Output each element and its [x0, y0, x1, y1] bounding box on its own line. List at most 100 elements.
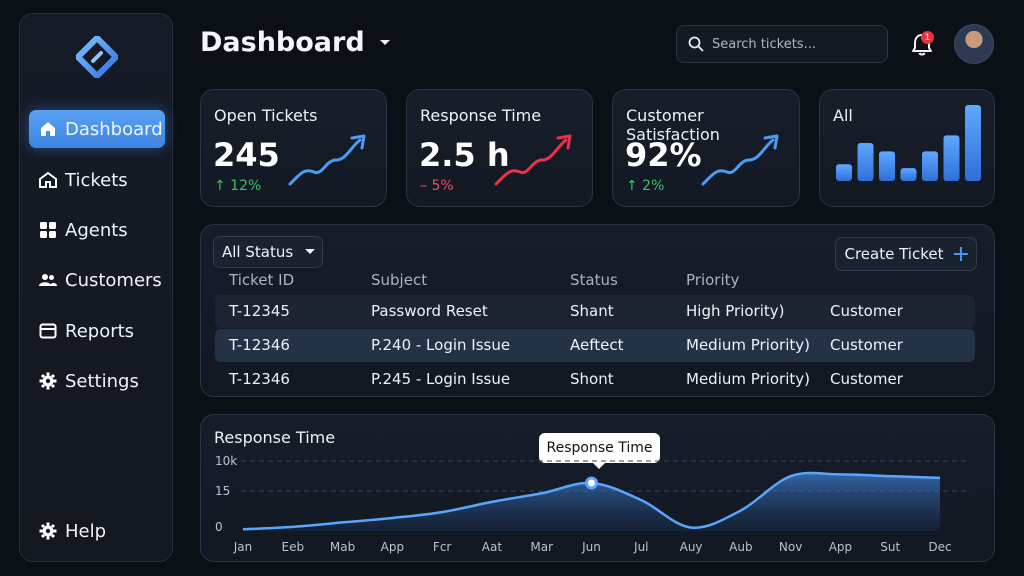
card-title: Open Tickets: [214, 106, 318, 125]
table-row[interactable]: T-12346 P.240 - Login Issue Aeftect Medi…: [215, 329, 975, 362]
table-row[interactable]: T-12345 Password Reset Shant High Priori…: [215, 295, 975, 328]
ticket-status: Shant: [570, 302, 614, 320]
ticket-id: T-12346: [229, 336, 290, 354]
mini-bar: [857, 143, 874, 181]
column-header[interactable]: Ticket ID: [229, 271, 295, 289]
trend-down-sparkline: [494, 134, 572, 186]
y-tick-label: 10k: [215, 454, 237, 468]
x-tick-label: Nov: [779, 540, 802, 554]
ticket-subject: P.245 - Login Issue: [371, 370, 511, 388]
ticket-priority: Medium Priority): [686, 336, 810, 354]
mini-bar: [922, 151, 938, 181]
sidebar-item-tickets[interactable]: Tickets: [29, 161, 165, 199]
page-title: Dashboard: [200, 27, 365, 58]
chart-tooltip: Response Time: [539, 433, 660, 469]
column-header[interactable]: Status: [570, 271, 618, 289]
home-icon: [41, 122, 55, 136]
avatar[interactable]: [954, 24, 994, 64]
card-title: Response Time: [420, 106, 542, 125]
sidebar-item-label: Help: [65, 520, 107, 542]
ticket-subject: Password Reset: [371, 302, 488, 320]
create-ticket-button[interactable]: Create Ticket: [835, 237, 977, 271]
y-tick-label: 15: [215, 484, 230, 498]
x-tick-label: Aub: [729, 540, 752, 554]
sidebar-item-dashboard[interactable]: Dashboard: [29, 110, 165, 148]
search-input[interactable]: [712, 36, 872, 52]
mini-bar-chart: [836, 105, 981, 181]
kpi-card-open-tickets: Open Tickets 245 ↑ 12%: [200, 89, 387, 207]
page-title-dropdown[interactable]: Dashboard: [200, 27, 391, 58]
x-tick-label: Sut: [880, 540, 900, 554]
x-tick-label: Eeb: [281, 540, 304, 554]
gear-icon: [39, 372, 57, 390]
mini-bar: [965, 105, 981, 181]
card-value: 245: [213, 136, 280, 174]
x-tick-label: Aat: [482, 540, 503, 554]
sidebar-item-customers[interactable]: Customers: [29, 261, 165, 299]
x-tick-label: Dec: [928, 540, 951, 554]
column-header[interactable]: Priority: [686, 271, 740, 289]
kpi-card-response-time: Response Time 2.5 h – 5%: [406, 89, 593, 207]
app-logo-icon: [76, 36, 118, 78]
x-tick-label: Mar: [530, 540, 553, 554]
sidebar-item-label: Agents: [65, 219, 128, 241]
ticket-home-icon: [39, 171, 57, 188]
status-filter-label: All Status: [222, 243, 294, 261]
x-tick-label: Mab: [330, 540, 355, 554]
highlight-point[interactable]: [585, 476, 598, 490]
ticket-id: T-12345: [229, 302, 290, 320]
card-delta: – 5%: [420, 178, 454, 194]
x-tick-label: Jan: [233, 540, 253, 554]
status-filter-dropdown[interactable]: All Status: [213, 236, 323, 268]
search-icon: [688, 36, 704, 52]
create-ticket-label: Create Ticket: [844, 245, 944, 263]
chevron-down-icon: [379, 39, 390, 45]
card-title: All: [833, 106, 853, 125]
ticket-type: Customer: [830, 336, 903, 354]
ticket-priority: Medium Priority): [686, 370, 810, 388]
kpi-card-customer-satisfaction: Customer Satisfaction 92% ↑ 2%: [612, 89, 800, 207]
sidebar-item-label: Settings: [65, 370, 139, 392]
ticket-subject: P.240 - Login Issue: [371, 336, 511, 354]
sidebar-item-help[interactable]: Help: [29, 512, 165, 550]
card-delta: ↑ 12%: [214, 178, 262, 194]
ticket-status: Aeftect: [570, 336, 624, 354]
tickets-panel: All Status Create Ticket Ticket ID Subje…: [200, 224, 995, 397]
mini-bar: [943, 135, 960, 181]
table-row[interactable]: T-12346 P.245 - Login Issue Shont Medium…: [215, 363, 975, 396]
report-icon: [39, 323, 57, 339]
x-tick-label: App: [829, 540, 852, 554]
ticket-status: Shont: [570, 370, 614, 388]
ticket-priority: High Priority): [686, 302, 785, 320]
sidebar-item-label: Dashboard: [65, 118, 163, 140]
sidebar-item-label: Tickets: [65, 169, 128, 191]
sidebar-item-reports[interactable]: Reports: [29, 312, 165, 350]
response-time-chart: 10k 15 0 Jan Eeb Mab App Fcr Aat Mar Jun Jul Auy Aub N…: [215, 454, 971, 554]
card-title: Customer Satisfaction: [626, 106, 720, 144]
sidebar-item-label: Reports: [65, 320, 135, 342]
x-tick-label: App: [381, 540, 404, 554]
card-value: 92%: [625, 136, 702, 174]
x-tick-label: Jul: [633, 540, 648, 554]
sidebar-item-agents[interactable]: Agents: [29, 211, 165, 249]
sidebar-item-settings[interactable]: Settings: [29, 362, 165, 400]
trend-up-sparkline: [701, 134, 779, 186]
chevron-down-icon: [305, 249, 316, 254]
mini-bar: [836, 164, 852, 181]
y-tick-label: 0: [215, 520, 223, 534]
search-box[interactable]: [676, 25, 888, 63]
x-tick-label: Jun: [581, 540, 601, 554]
kpi-card-all: All: [819, 89, 995, 207]
sidebar-item-label: Customers: [65, 269, 162, 291]
trend-up-sparkline: [288, 134, 366, 186]
column-header[interactable]: Subject: [371, 271, 428, 289]
chart-title: Response Time: [214, 428, 336, 447]
response-time-chart-panel: Response Time Response Time 10k 15 0 Jan Eeb…: [200, 414, 995, 562]
notification-badge: 1: [921, 31, 934, 44]
x-tick-label: Fcr: [433, 540, 452, 554]
gear-icon: [39, 522, 57, 540]
ticket-id: T-12346: [229, 370, 290, 388]
plus-icon: [953, 247, 968, 261]
mini-bar: [900, 168, 917, 181]
card-delta: ↑ 2%: [626, 178, 665, 194]
